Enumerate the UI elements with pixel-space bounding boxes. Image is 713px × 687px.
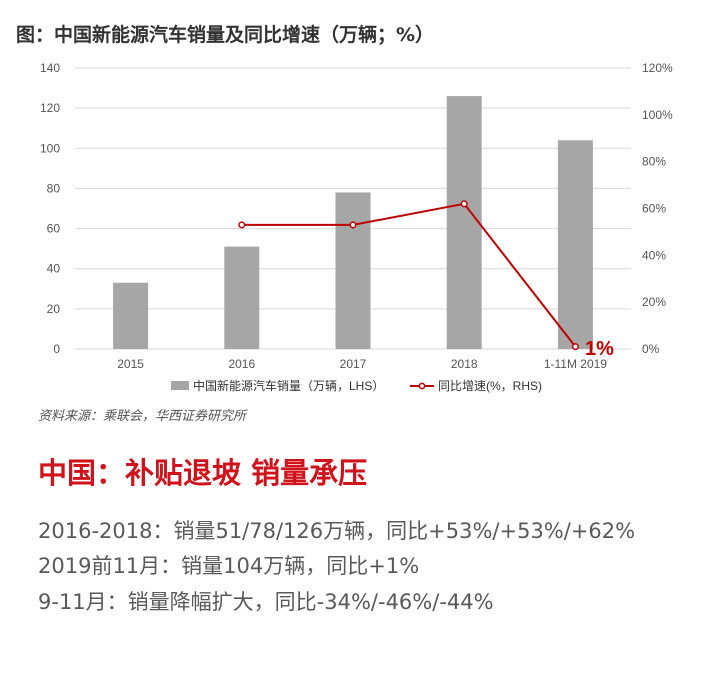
legend-line-label: 同比增速(%，RHS) — [438, 379, 542, 393]
sales-bar — [335, 192, 371, 349]
chart-title: 图：中国新能源汽车销量及同比增速（万辆；%） — [16, 24, 435, 46]
left-tick-label: 0 — [53, 342, 60, 356]
left-axis-ticks: 0 20 40 60 80 100 120 140 — [40, 61, 60, 356]
left-tick-label: 20 — [47, 302, 61, 316]
legend-bar-label: 中国新能源汽车销量（万辆，LHS） — [193, 378, 384, 393]
growth-point — [349, 221, 357, 229]
growth-point — [238, 221, 246, 229]
right-tick-label: 80% — [642, 155, 666, 169]
x-tick-label: 2016 — [228, 357, 255, 371]
headline: 中国：补贴退坡 销量承压 — [38, 456, 368, 490]
sales-bar — [557, 140, 593, 349]
summary-line-2019: 2019前11月：销量104万辆，同比+1% — [38, 554, 420, 578]
sales-bar — [446, 96, 482, 349]
left-tick-label: 100 — [40, 141, 60, 155]
left-tick-label: 120 — [40, 101, 60, 115]
x-tick-label: 2017 — [340, 357, 367, 371]
growth-point — [571, 343, 579, 351]
legend-line-marker — [418, 382, 426, 390]
growth-line — [241, 202, 577, 348]
left-tick-label: 40 — [47, 262, 61, 276]
right-tick-label: 100% — [642, 108, 673, 122]
x-tick-label: 2018 — [451, 357, 478, 371]
right-axis-ticks: 0% 20% 40% 60% 80% 100% 120% — [642, 61, 673, 356]
summary-line-sep-nov: 9-11月：销量降幅扩大，同比-34%/-46%/-44% — [38, 590, 494, 614]
sales-bar — [224, 246, 260, 349]
x-axis-ticks: 2015 2016 2017 2018 1-11M 2019 — [117, 357, 607, 371]
left-tick-label: 60 — [47, 222, 61, 236]
sales-bars — [113, 96, 593, 349]
growth-line-series — [238, 200, 579, 351]
source-note: 资料来源：乘联会，华西证券研究所 — [38, 409, 247, 424]
right-tick-label: 20% — [642, 295, 666, 309]
legend: 中国新能源汽车销量（万辆，LHS） 同比增速(%，RHS) — [171, 378, 542, 393]
growth-point — [460, 200, 468, 208]
sales-bar — [113, 282, 149, 349]
summary-line-2016-2018: 2016-2018：销量51/78/126万辆，同比+53%/+53%/+62% — [38, 519, 636, 543]
right-tick-label: 60% — [642, 202, 666, 216]
chart-area: 0 20 40 60 80 100 120 140 0% 20% 40% 60% 80% 100% 120… — [40, 61, 673, 393]
growth-annotation: 1% — [585, 338, 614, 360]
x-tick-label: 2015 — [117, 357, 144, 371]
legend-bar-swatch — [171, 381, 189, 390]
right-tick-label: 0% — [642, 342, 660, 356]
right-tick-label: 40% — [642, 248, 666, 262]
right-tick-label: 120% — [642, 61, 673, 75]
left-tick-label: 80 — [47, 181, 61, 195]
x-tick-label: 1-11M 2019 — [544, 357, 607, 371]
left-tick-label: 140 — [40, 61, 60, 75]
